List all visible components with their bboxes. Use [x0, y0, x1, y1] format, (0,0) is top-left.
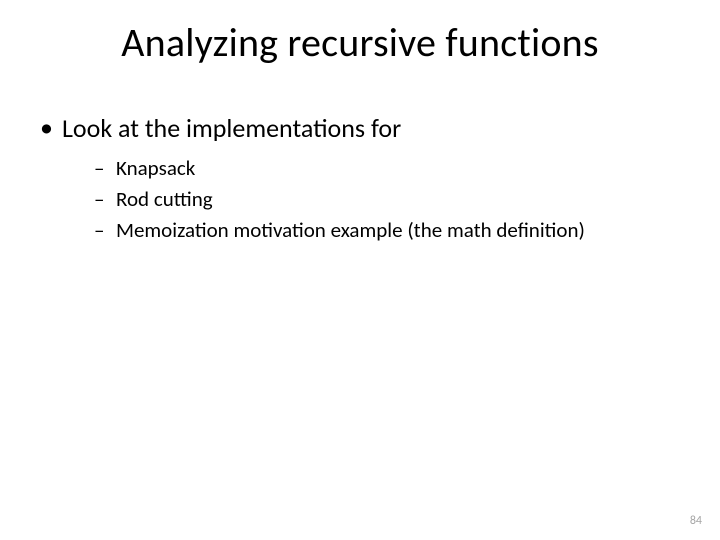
subbullet-marker: – [94, 217, 116, 244]
subbullet-text: Rod cutting [116, 186, 213, 213]
subbullet-group: – Knapsack – Rod cutting – Memoization m… [94, 155, 680, 245]
subbullet-text: Memoization motivation example (the math… [116, 217, 585, 244]
subbullet-marker: – [94, 186, 116, 213]
subbullet-item: – Knapsack [94, 155, 680, 182]
bullet-level1: • Look at the implementations for [40, 112, 680, 145]
bullet-text: Look at the implementations for [62, 112, 401, 145]
subbullet-marker: – [94, 155, 116, 182]
slide: Analyzing recursive functions • Look at … [0, 0, 720, 540]
slide-body: • Look at the implementations for – Knap… [40, 112, 680, 248]
subbullet-text: Knapsack [116, 155, 195, 182]
slide-title: Analyzing recursive functions [0, 18, 720, 67]
subbullet-item: – Memoization motivation example (the ma… [94, 217, 680, 244]
page-number: 84 [690, 514, 702, 528]
bullet-marker: • [40, 112, 62, 143]
subbullet-item: – Rod cutting [94, 186, 680, 213]
